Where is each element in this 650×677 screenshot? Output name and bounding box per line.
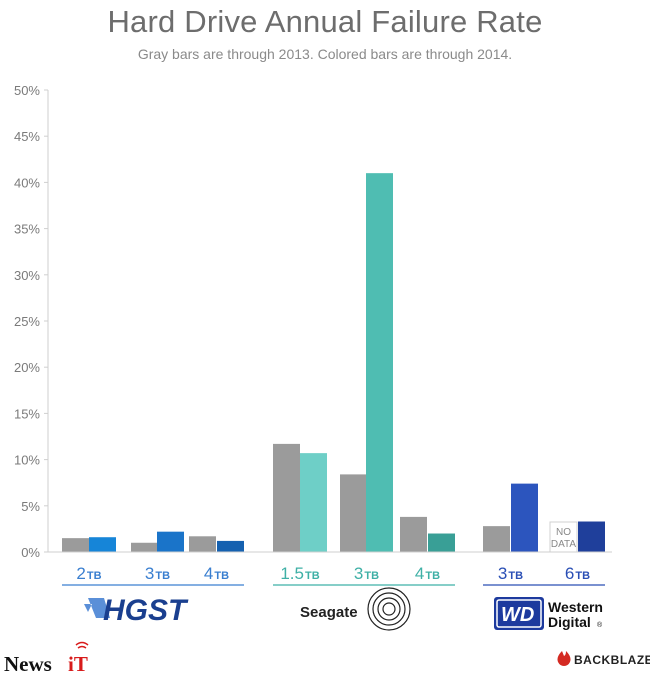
- drive-size-label: 2TB: [76, 564, 101, 583]
- y-tick-label: 40%: [14, 175, 40, 190]
- bar-colored-2014: [89, 537, 116, 552]
- bar-gray-2013: [483, 526, 510, 552]
- drive-size-label: 4TB: [415, 564, 440, 583]
- y-tick-label: 0%: [21, 545, 40, 560]
- drive-size-unit: TB: [575, 570, 590, 582]
- bar-gray-2013: [340, 474, 367, 552]
- bar-colored-2014: [366, 173, 393, 552]
- drive-size-value: 6: [565, 564, 574, 583]
- drive-size-label: 3TB: [145, 564, 170, 583]
- drive-size-unit: TB: [155, 570, 170, 582]
- bar-gray-2013: [62, 538, 89, 552]
- wd-badge: [494, 597, 544, 630]
- drive-size-label: 1.5TB: [280, 564, 319, 583]
- no-data-box: [549, 521, 578, 553]
- bar-gray-2013: [131, 542, 158, 552]
- seagate-logo-text: Seagate: [300, 604, 358, 621]
- drive-size-unit: TB: [364, 570, 379, 582]
- drive-size-unit: TB: [425, 570, 440, 582]
- drive-size-unit: TB: [214, 570, 229, 582]
- bar-gray-2013: [189, 536, 216, 552]
- y-tick-label: 50%: [14, 83, 40, 98]
- wifi-icon: [75, 641, 89, 649]
- drive-size-value: 3: [354, 564, 363, 583]
- drive-size-label: 4TB: [204, 564, 229, 583]
- hgst-wing-icon: [84, 598, 110, 618]
- drive-size-value: 1.5: [280, 564, 304, 583]
- y-tick-label: 20%: [14, 360, 40, 375]
- no-data-label-1: NO: [556, 527, 571, 538]
- flame-icon: [557, 651, 571, 666]
- wd-mark-text: WD: [501, 604, 534, 626]
- wd-line2: Digital: [548, 614, 591, 630]
- bar-colored-2014: [578, 521, 605, 552]
- drive-size-value: 4: [204, 564, 213, 583]
- y-tick-label: 35%: [14, 222, 40, 237]
- y-tick-label: 45%: [14, 129, 40, 144]
- y-tick-label: 5%: [21, 499, 40, 514]
- drive-size-unit: TB: [87, 570, 102, 582]
- drive-size-label: 6TB: [565, 564, 590, 583]
- drive-size-unit: TB: [508, 570, 523, 582]
- bar-gray-2013: [273, 443, 300, 552]
- chart-title: Hard Drive Annual Failure Rate: [107, 4, 543, 39]
- y-tick-label: 15%: [14, 406, 40, 421]
- drive-size-value: 3: [145, 564, 154, 583]
- bar-colored-2014: [428, 533, 455, 552]
- drive-size-value: 2: [76, 564, 85, 583]
- drive-size-unit: TB: [305, 570, 320, 582]
- no-data-label-2: DATA: [551, 539, 577, 550]
- bar-colored-2014: [511, 483, 538, 552]
- hgst-logo: HGST: [84, 594, 189, 627]
- y-tick-label: 30%: [14, 268, 40, 283]
- drive-size-value: 4: [415, 564, 424, 583]
- drive-size-label: 3TB: [498, 564, 523, 583]
- y-axis: 0% 5% 10% 15% 20% 25% 30% 35% 40% 45% 50%: [14, 83, 49, 560]
- seagate-swirl-icon: [367, 587, 411, 631]
- seagate-logo: Seagate: [300, 587, 411, 631]
- y-tick-label: 25%: [14, 314, 40, 329]
- wd-registered-mark: ®: [597, 621, 603, 629]
- backblaze-logo: BACKBLAZE: [557, 651, 650, 667]
- wd-line1: Western: [548, 599, 603, 615]
- y-tick-label: 10%: [14, 453, 40, 468]
- bar-gray-2013: [400, 516, 427, 552]
- bar-colored-2014: [157, 531, 184, 552]
- western-digital-logo: WD Western Digital ®: [494, 597, 603, 630]
- drive-size-value: 3: [498, 564, 507, 583]
- chart-subtitle: Gray bars are through 2013. Colored bars…: [137, 46, 513, 62]
- newsit-it-text: iT: [68, 652, 88, 676]
- bar-colored-2014: [300, 453, 327, 552]
- newsit-watermark: News iT: [4, 641, 89, 676]
- bar-colored-2014: [217, 540, 244, 552]
- backblaze-text: BACKBLAZE: [574, 653, 650, 667]
- hgst-logo-text: HGST: [103, 594, 189, 627]
- drive-size-label: 3TB: [354, 564, 379, 583]
- newsit-news-text: News: [4, 652, 52, 676]
- drive-size-labels: 2TB 3TB 4TB 1.5TB 3TB 4TB 3TB 6TB: [62, 564, 605, 586]
